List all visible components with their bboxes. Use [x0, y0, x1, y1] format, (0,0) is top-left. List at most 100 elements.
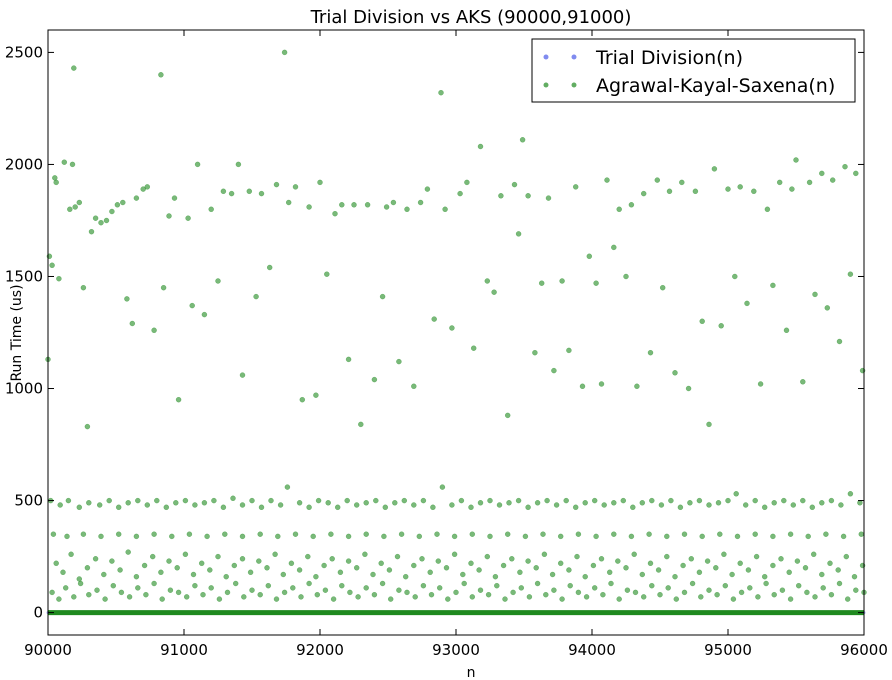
aks-point	[835, 567, 841, 573]
aks-point	[752, 531, 758, 537]
aks-point	[696, 497, 703, 504]
aks-point	[239, 372, 246, 378]
aks-point	[494, 582, 500, 589]
aks-point	[68, 551, 74, 558]
legend: Trial Division(n) Agrawal-Kayal-Saxena(n)	[531, 38, 856, 103]
aks-point	[706, 587, 712, 593]
aks-point	[257, 591, 263, 598]
aks-point	[411, 502, 417, 508]
aks-point	[451, 533, 458, 540]
aks-point	[509, 556, 515, 562]
aks-point	[445, 596, 451, 602]
aks-point	[786, 569, 792, 576]
aks-point	[306, 580, 312, 587]
aks-point	[117, 567, 123, 573]
aks-point	[345, 356, 352, 363]
aks-point	[449, 325, 455, 331]
x-tick-label: 92000	[296, 641, 344, 659]
aks-point	[582, 573, 588, 580]
aks-point	[332, 210, 338, 217]
aks-point	[118, 589, 125, 596]
aks-point	[606, 569, 613, 576]
aks-point	[840, 533, 847, 540]
aks-point	[611, 531, 617, 537]
aks-point	[231, 562, 238, 569]
aks-point	[742, 502, 749, 508]
y-tick-label: 2000	[5, 155, 43, 173]
aks-point	[551, 587, 557, 593]
aks-point	[492, 573, 499, 580]
aks-point	[80, 284, 87, 291]
aks-point	[247, 569, 254, 576]
aks-point	[398, 531, 405, 537]
aks-point	[567, 582, 573, 589]
aks-point	[654, 177, 661, 183]
aks-point	[135, 497, 141, 504]
aks-point	[424, 186, 431, 192]
aks-point	[256, 558, 262, 564]
aks-point	[61, 159, 68, 165]
aks-point	[469, 594, 476, 600]
aks-point	[257, 531, 263, 537]
aks-point	[314, 591, 321, 598]
aks-point	[487, 497, 493, 504]
aks-point	[649, 582, 655, 589]
aks-point	[101, 571, 107, 578]
aks-point	[522, 533, 529, 540]
aks-point	[154, 497, 160, 504]
aks-point	[53, 560, 59, 567]
aks-point	[158, 569, 164, 576]
aks-point	[847, 491, 854, 497]
aks-point	[824, 305, 831, 311]
aks-point	[476, 567, 482, 573]
aks-point	[189, 302, 195, 309]
aks-point	[86, 500, 92, 506]
aks-point	[77, 580, 84, 587]
aks-point	[725, 497, 731, 504]
aks-point	[67, 206, 73, 213]
aks-point	[557, 560, 564, 567]
aks-point	[770, 282, 776, 289]
aks-point	[129, 320, 136, 327]
aks-point	[498, 193, 504, 199]
aks-point	[533, 565, 539, 571]
aks-point	[115, 531, 122, 537]
aks-point	[174, 565, 180, 571]
aks-point	[504, 531, 511, 537]
aks-point	[143, 591, 149, 598]
aks-point	[593, 533, 599, 540]
aks-point	[549, 571, 556, 578]
aks-point	[689, 580, 696, 587]
aks-point	[729, 571, 735, 578]
aks-point	[151, 580, 157, 587]
aks-point	[249, 497, 255, 504]
aks-point	[647, 560, 654, 567]
aks-point	[858, 531, 865, 537]
aks-point	[779, 587, 786, 593]
aks-point	[171, 195, 178, 201]
aks-point	[175, 589, 182, 596]
plot-frame	[47, 29, 865, 636]
aks-point	[806, 179, 813, 186]
aks-point	[109, 558, 115, 564]
legend-label: Trial Division(n)	[595, 47, 743, 69]
aks-point	[575, 531, 582, 537]
aks-point	[321, 562, 327, 569]
aks-point	[434, 531, 440, 537]
aks-point	[355, 594, 361, 600]
aks-point	[411, 383, 417, 390]
aks-point	[737, 184, 743, 190]
aks-point	[484, 278, 491, 284]
aks-point	[771, 500, 777, 506]
y-tick-label: 2500	[5, 43, 43, 61]
aks-point	[394, 553, 401, 560]
aks-point	[402, 573, 409, 580]
aks-point	[344, 497, 350, 504]
aks-point	[545, 195, 552, 201]
aks-point	[339, 582, 345, 589]
aks-point	[794, 558, 801, 564]
aks-point	[789, 186, 795, 192]
aks-point	[744, 300, 750, 307]
